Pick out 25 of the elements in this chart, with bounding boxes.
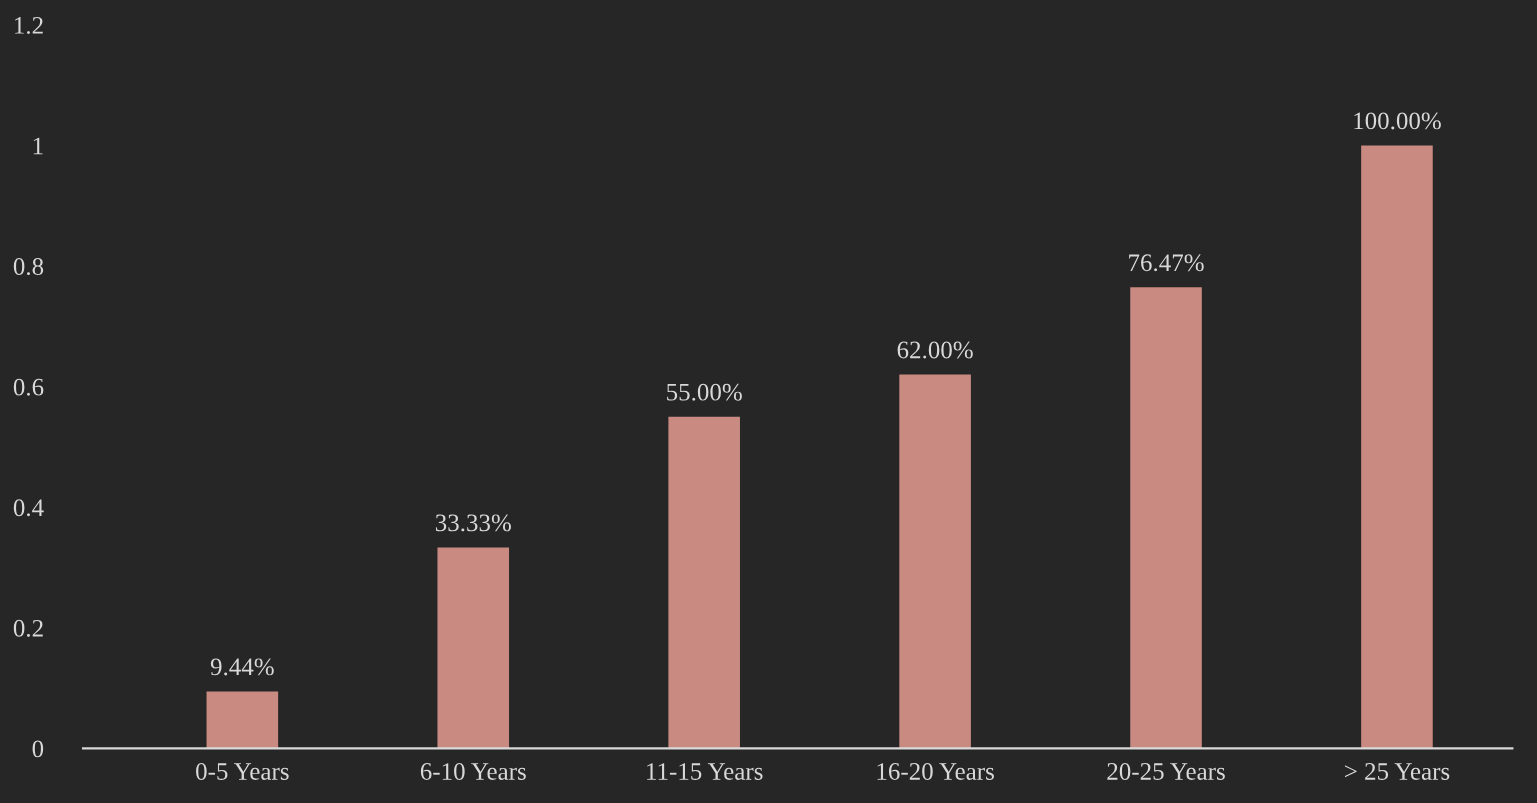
- y-tick-label: 0.8: [13, 258, 44, 276]
- y-tick-label: 0: [32, 740, 44, 758]
- bar: [1361, 145, 1433, 749]
- y-tick-label: 0.4: [13, 499, 44, 517]
- y-tick-label: 1.2: [15, 17, 43, 34]
- data-label: 100.00%: [1354, 112, 1441, 130]
- x-tick-label: 0-5 Years: [196, 763, 289, 780]
- data-label: 76.47%: [1129, 254, 1204, 272]
- bar: [206, 691, 279, 749]
- data-label: 33.33%: [435, 514, 511, 532]
- data-label: 55.00%: [667, 383, 742, 401]
- data-label: 62.00%: [897, 341, 973, 359]
- y-tick-label: 0.2: [13, 619, 43, 637]
- x-tick-label: 11-15 Years: [647, 763, 763, 780]
- x-tick-label: 20-25 Years: [1107, 763, 1225, 780]
- x-tick-label: 6-10 Years: [420, 763, 526, 780]
- bar: [437, 547, 510, 749]
- x-tick-label: > 25 Years: [1344, 763, 1450, 780]
- data-label: 9.44%: [210, 658, 274, 676]
- x-tick-label: 16-20 Years: [877, 763, 994, 780]
- y-tick-label: 1: [33, 137, 43, 155]
- bar: [1130, 287, 1202, 749]
- bar: [899, 374, 971, 749]
- bar: [668, 416, 740, 749]
- y-tick-label: 0.6: [13, 378, 44, 396]
